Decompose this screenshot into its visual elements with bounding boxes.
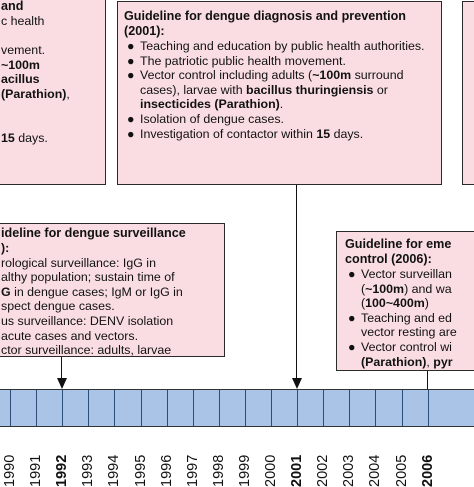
guideline-item: ● Teaching and ed vector resting are xyxy=(345,311,474,340)
guideline-item-text: The patriotic public health movement. xyxy=(140,53,346,68)
guideline-item: ● Vector surveillan (~100m) and wa (100~4… xyxy=(345,267,474,311)
timeline-tick xyxy=(36,390,38,426)
timeline-tick xyxy=(323,390,325,426)
guideline-item: vement. xyxy=(1,43,105,58)
guideline-title: and xyxy=(1,0,24,13)
guideline-item: G in dengue cases; IgM or IgG in xyxy=(1,285,224,300)
connector-line-1992 xyxy=(61,357,63,379)
guideline-title: Guideline for eme control (2006): xyxy=(345,237,452,266)
guideline-title: Guideline for dengue diagnosis and preve… xyxy=(124,9,406,38)
guideline-list: ): rological surveillance: IgG in althy po… xyxy=(1,241,224,357)
bullet-icon: ● xyxy=(348,339,356,354)
guideline-item-text: ctor surveillance: adults, larvae xyxy=(1,343,172,357)
year-label-2005: 2005 xyxy=(393,454,410,487)
timeline-tick xyxy=(375,390,377,426)
timeline-tick xyxy=(192,390,194,426)
arrowhead-icon xyxy=(57,378,68,389)
bullet-icon: ● xyxy=(127,53,135,68)
arrowhead-icon xyxy=(292,378,303,389)
guideline-list: ● Teaching and education by public health… xyxy=(124,39,435,141)
guideline-item: (Parathion), xyxy=(1,87,105,102)
bullet-icon: ● xyxy=(127,126,135,141)
guideline-item-text: Vector control including adults (~100m s… xyxy=(140,68,404,112)
timeline-tick xyxy=(140,390,142,426)
guideline-item: ~100m xyxy=(1,58,105,73)
timeline-tick xyxy=(62,390,64,426)
timeline-tick xyxy=(271,390,272,426)
year-label-1994: 1994 xyxy=(106,454,123,487)
guideline-item-text: Isolation of dengue cases. xyxy=(140,111,284,126)
guideline-item-text: rological surveillance: IgG in xyxy=(1,255,156,270)
guideline-item xyxy=(1,102,105,117)
guideline-item: acute cases and vectors. xyxy=(1,329,224,344)
timeline-tick xyxy=(166,390,168,426)
guideline-item: ● Vector control wi (Parathion), pyr mosq… xyxy=(345,339,474,370)
guideline-item-text xyxy=(1,29,4,43)
guideline-item: rological surveillance: IgG in xyxy=(1,256,224,271)
guideline-item-text: vement. xyxy=(1,43,46,58)
guideline-item-text xyxy=(1,116,4,130)
timeline-tick xyxy=(10,390,11,426)
guideline-item-text: (Parathion), xyxy=(1,86,70,101)
guideline-item: ● Vector control including adults (~100m … xyxy=(124,68,435,112)
guideline-item-text: us surveillance: DENV isolation xyxy=(1,313,174,328)
bullet-icon: ● xyxy=(127,39,135,53)
connector-line-2006 xyxy=(426,371,428,389)
year-label-2006: 2006 xyxy=(419,454,436,487)
guideline-box-2001: Guideline for dengue diagnosis and preve… xyxy=(117,1,442,185)
guideline-title: ideline for dengue surveillance xyxy=(1,226,186,240)
guideline-item-text: Vector control wi (Parathion), pyr mosqu… xyxy=(361,339,453,370)
guideline-box-2006: Guideline for eme control (2006): ● Vecto… xyxy=(336,231,474,371)
bullet-icon: ● xyxy=(348,267,356,281)
timeline-tick xyxy=(297,390,299,426)
timeline-bar xyxy=(0,389,474,427)
guideline-item-text: c health xyxy=(1,14,45,28)
guideline-item-text: 15 days. xyxy=(1,130,48,145)
timeline-tick xyxy=(88,390,90,426)
timeline-tick xyxy=(401,390,403,426)
guideline-item: acillus xyxy=(1,72,105,87)
guideline-box-dengue-surveillance: ideline for dengue surveillance ): rologi… xyxy=(0,223,225,357)
connector-line-2001 xyxy=(296,185,298,379)
guideline-list: ● Vector surveillan (~100m) and wa (100~4… xyxy=(345,267,474,370)
guideline-item: ): xyxy=(1,241,224,256)
guideline-item: 15 days. xyxy=(1,131,105,146)
timeline-tick xyxy=(114,390,116,426)
guideline-item-text: Teaching and ed vector resting are xyxy=(361,310,457,340)
guideline-item-text: G in dengue cases; IgM or IgG in xyxy=(1,284,183,299)
bullet-icon: ● xyxy=(348,310,356,325)
timeline-tick xyxy=(218,390,220,426)
bullet-icon: ● xyxy=(127,68,135,83)
guideline-item xyxy=(1,116,105,131)
timeline-tick xyxy=(349,390,351,426)
guideline-item-text: Investigation of contactor within 15 day… xyxy=(140,126,364,141)
guideline-item: althy population; sustain time of xyxy=(1,270,224,285)
timeline-tick xyxy=(244,390,246,426)
guideline-item: ● Teaching and education by public health… xyxy=(124,39,435,54)
guideline-item-text: acute cases and vectors. xyxy=(1,328,139,343)
guideline-item: spect dengue cases. xyxy=(1,299,224,314)
guideline-item: ● Investigation of contactor within 15 da… xyxy=(124,127,435,142)
guideline-item: us surveillance: DENV isolation xyxy=(1,314,224,329)
guideline-item xyxy=(1,29,105,44)
guideline-item: ● Isolation of dengue cases. xyxy=(124,112,435,127)
bullet-icon: ● xyxy=(127,111,135,126)
guideline-item-text xyxy=(1,102,4,116)
guideline-item: ctor surveillance: adults, larvae xyxy=(1,343,224,357)
guideline-item: c health xyxy=(1,14,105,29)
guideline-item: ● The patriotic public health movement. xyxy=(124,54,435,69)
guideline-item-text: ~100m xyxy=(1,57,40,72)
guideline-item-text: acillus xyxy=(1,72,40,87)
guideline-item-text: ): xyxy=(1,241,10,255)
guideline-box-top-left: and c health vement. ~100m acillus (Parathi… xyxy=(0,0,106,185)
guideline-item-text: althy population; sustain time of xyxy=(1,270,175,285)
guideline-item-text: spect dengue cases. xyxy=(1,299,115,314)
guideline-item-text: Vector surveillan (~100m) and wa (100~40… xyxy=(361,267,452,311)
guideline-item-text: Teaching and education by public health … xyxy=(140,39,425,53)
guideline-list: c health vement. ~100m acillus (Parathion),… xyxy=(1,14,105,145)
timeline-tick xyxy=(427,390,429,426)
year-label-2004: 2004 xyxy=(367,454,384,487)
year-label-1995: 1995 xyxy=(132,454,149,487)
guideline-box-top-right xyxy=(462,1,474,185)
